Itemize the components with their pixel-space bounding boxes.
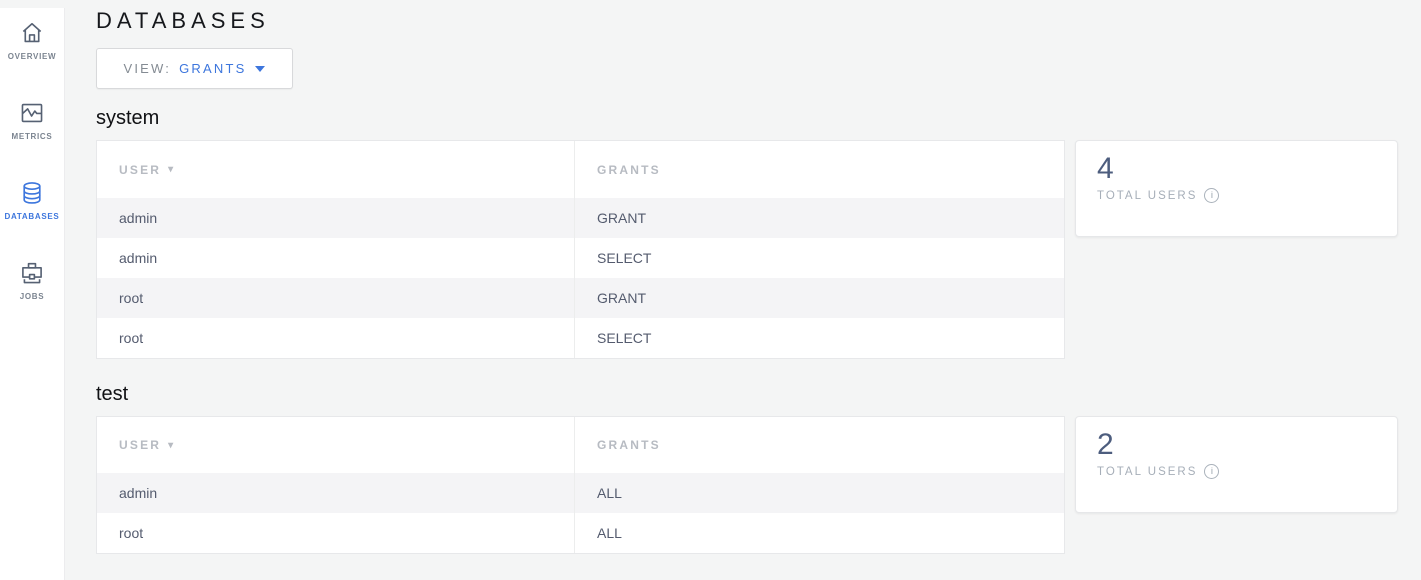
column-header-user[interactable]: USER ▾ [97, 417, 574, 473]
table-header-row: USER ▾ GRANTS [97, 141, 1064, 198]
sidebar-item-label: DATABASES [4, 212, 60, 221]
view-dropdown-value: GRANTS [179, 61, 247, 76]
column-header-grants[interactable]: GRANTS [574, 141, 1064, 198]
column-header-grants[interactable]: GRANTS [574, 417, 1064, 473]
sort-arrow-icon: ▾ [168, 439, 176, 451]
database-section-system: USER ▾ GRANTS admin GRANT admin SELECT r… [96, 140, 1421, 359]
total-users-value: 4 [1097, 152, 1114, 185]
grants-cell: GRANT [574, 198, 1064, 238]
view-dropdown-label: VIEW: [123, 61, 172, 76]
database-section-title: test [96, 383, 129, 405]
sidebar-item-label: METRICS [11, 132, 53, 141]
sidebar-item-label: OVERVIEW [7, 52, 57, 61]
database-section-title: system [96, 107, 160, 129]
table-row: root SELECT [97, 318, 1064, 358]
grants-cell: SELECT [574, 238, 1064, 278]
table-row: admin ALL [97, 473, 1064, 513]
view-dropdown[interactable]: VIEW: GRANTS [96, 48, 293, 89]
total-users-card: 2 TOTAL USERS i [1075, 416, 1398, 513]
user-cell: root [119, 330, 144, 346]
user-cell: root [119, 290, 144, 306]
database-section-test: USER ▾ GRANTS admin ALL root ALL 2 TOTAL… [96, 416, 1421, 554]
grants-cell: ALL [574, 473, 1064, 513]
total-users-value: 2 [1097, 428, 1114, 461]
table-row: admin GRANT [97, 198, 1064, 238]
chevron-down-icon [255, 65, 266, 72]
grants-cell: SELECT [574, 318, 1064, 358]
home-icon [19, 20, 45, 46]
metrics-icon [19, 100, 45, 126]
column-header-label: GRANTS [597, 438, 661, 452]
column-header-label: GRANTS [597, 162, 661, 177]
database-icon [19, 180, 45, 206]
table-row: root ALL [97, 513, 1064, 553]
grants-table: USER ▾ GRANTS admin ALL root ALL [96, 416, 1065, 554]
sidebar-item-jobs[interactable]: JOBS [0, 248, 64, 328]
grants-cell: GRANT [574, 278, 1064, 318]
sidebar-item-label: JOBS [19, 292, 45, 301]
info-icon[interactable]: i [1204, 188, 1220, 203]
user-cell: admin [119, 250, 158, 266]
user-cell: admin [119, 210, 158, 226]
grants-cell: ALL [574, 513, 1064, 553]
table-row: admin SELECT [97, 238, 1064, 278]
column-header-label: USER [119, 438, 162, 452]
column-header-user[interactable]: USER ▾ [97, 141, 574, 198]
app-sidebar: OVERVIEW METRICS DATABASES [0, 8, 65, 580]
total-users-label: TOTAL USERS [1097, 189, 1198, 202]
sort-arrow-icon: ▾ [168, 164, 176, 175]
user-cell: root [119, 525, 144, 541]
table-header-row: USER ▾ GRANTS [97, 417, 1064, 473]
main-content: DATABASES VIEW: GRANTS system USER ▾ GRA… [65, 8, 1421, 554]
sidebar-item-metrics[interactable]: METRICS [0, 88, 64, 168]
grants-table: USER ▾ GRANTS admin GRANT admin SELECT r… [96, 140, 1065, 359]
sidebar-item-overview[interactable]: OVERVIEW [0, 8, 64, 88]
sidebar-item-databases[interactable]: DATABASES [0, 168, 64, 248]
page-title: DATABASES [96, 8, 270, 33]
column-header-label: USER [119, 162, 162, 177]
info-icon[interactable]: i [1204, 464, 1220, 479]
total-users-label: TOTAL USERS [1097, 465, 1198, 478]
total-users-card: 4 TOTAL USERS i [1075, 140, 1398, 237]
briefcase-icon [19, 260, 45, 286]
table-row: root GRANT [97, 278, 1064, 318]
user-cell: admin [119, 485, 158, 501]
